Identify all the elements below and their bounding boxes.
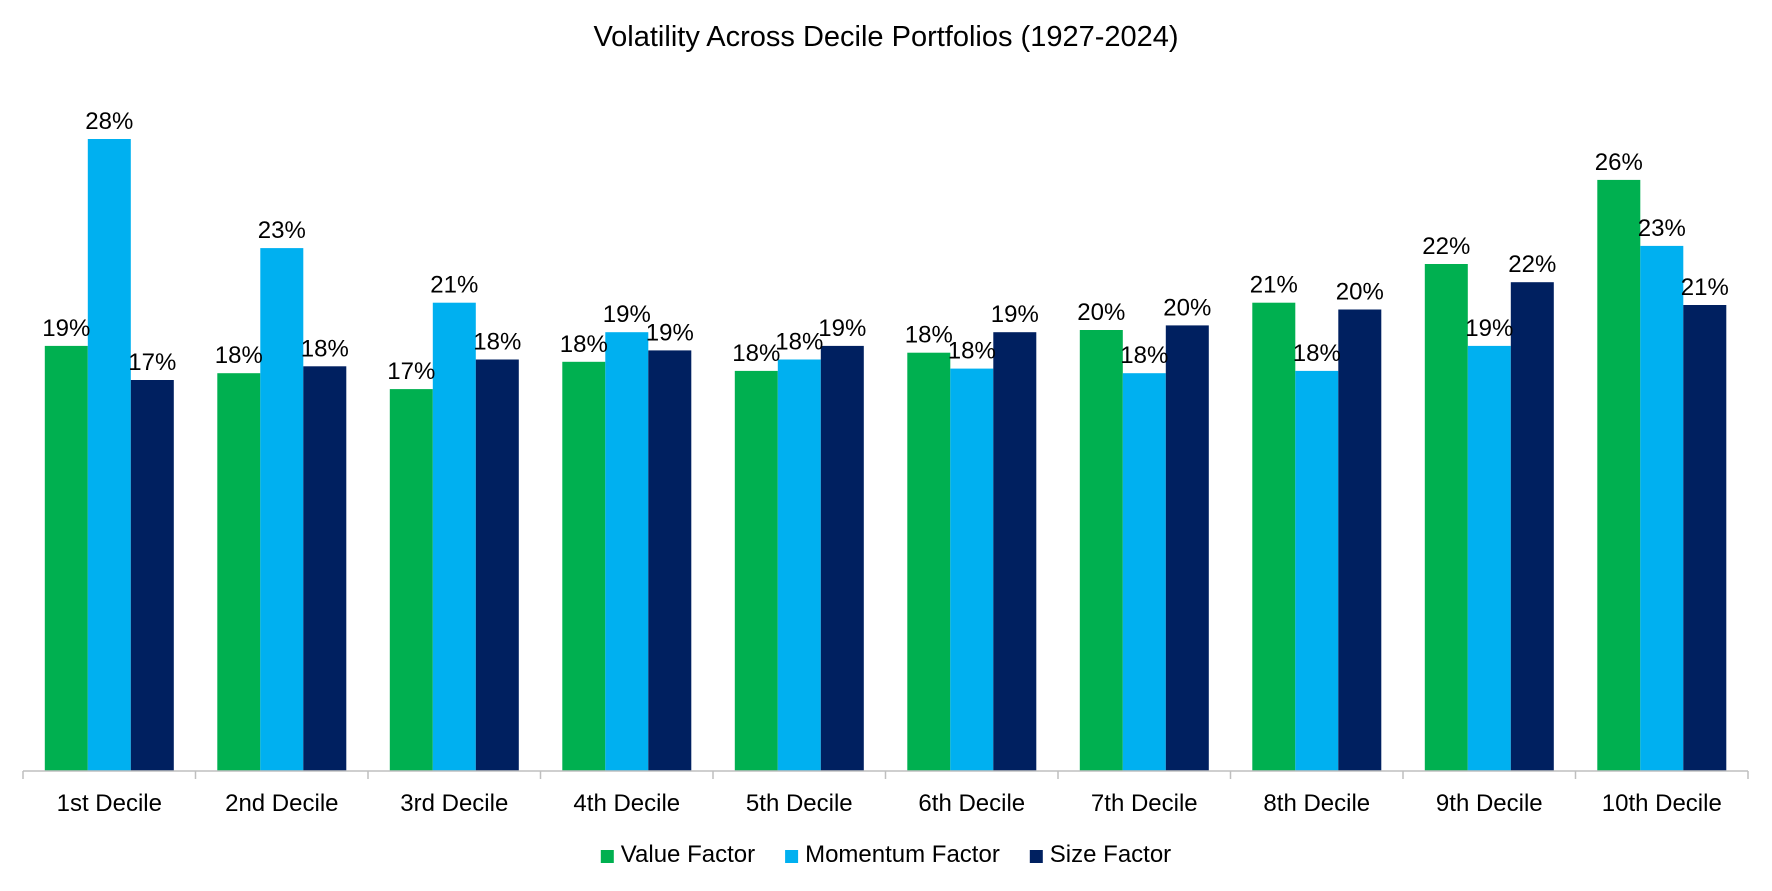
data-label-momentum-factor-8th-decile: 18% <box>1293 340 1341 367</box>
bar-momentum-factor-1st-decile <box>87 139 131 771</box>
bar-size-factor-5th-decile <box>820 345 864 771</box>
bar-size-factor-4th-decile <box>648 350 692 771</box>
legend-label-momentum-factor: Momentum Factor <box>805 841 1000 868</box>
data-label-size-factor-4th-decile: 19% <box>646 319 694 346</box>
data-label-size-factor-10th-decile: 21% <box>1681 274 1729 301</box>
bar-size-factor-8th-decile <box>1338 309 1382 771</box>
bar-value-factor-2nd-decile <box>217 373 261 771</box>
data-label-size-factor-5th-decile: 19% <box>818 315 866 342</box>
data-label-momentum-factor-2nd-decile: 23% <box>258 217 306 244</box>
bar-value-factor-8th-decile <box>1252 302 1296 771</box>
bar-size-factor-10th-decile <box>1683 305 1727 771</box>
legend-label-value-factor: Value Factor <box>621 841 755 868</box>
bar-size-factor-3rd-decile <box>475 359 519 771</box>
x-tick-label-4th-decile: 4th Decile <box>573 790 680 817</box>
data-label-size-factor-7th-decile: 20% <box>1163 294 1211 321</box>
data-label-momentum-factor-9th-decile: 19% <box>1465 315 1513 342</box>
bar-value-factor-5th-decile <box>734 370 778 771</box>
bar-size-factor-6th-decile <box>993 332 1037 771</box>
bar-value-factor-4th-decile <box>562 361 606 771</box>
data-label-value-factor-10th-decile: 26% <box>1595 149 1643 176</box>
legend-item-size-factor: Size Factor <box>1029 841 1171 868</box>
x-tick-label-9th-decile: 9th Decile <box>1436 790 1543 817</box>
bar-momentum-factor-3rd-decile <box>432 302 476 771</box>
x-tick-label-10th-decile: 10th Decile <box>1602 790 1722 817</box>
data-label-momentum-factor-1st-decile: 28% <box>85 108 133 135</box>
data-label-value-factor-2nd-decile: 18% <box>215 342 263 369</box>
legend-swatch-size-factor <box>1029 850 1043 863</box>
data-label-size-factor-8th-decile: 20% <box>1336 279 1384 306</box>
bar-momentum-factor-5th-decile <box>777 359 821 771</box>
data-label-value-factor-7th-decile: 20% <box>1077 299 1125 326</box>
x-tick-label-1st-decile: 1st Decile <box>57 790 162 817</box>
bar-momentum-factor-10th-decile <box>1640 245 1684 771</box>
x-tick-label-5th-decile: 5th Decile <box>746 790 853 817</box>
x-tick-label-7th-decile: 7th Decile <box>1091 790 1198 817</box>
chart-title: Volatility Across Decile Portfolios (192… <box>593 21 1178 53</box>
x-tick-label-6th-decile: 6th Decile <box>918 790 1025 817</box>
data-label-size-factor-3rd-decile: 18% <box>473 329 521 356</box>
bar-momentum-factor-9th-decile <box>1467 345 1511 771</box>
data-label-momentum-factor-4th-decile: 19% <box>603 301 651 328</box>
x-axis: 1st Decile 2nd Decile 3rd Decile 4th Decile… <box>22 770 1749 817</box>
bar-size-factor-1st-decile <box>130 380 174 771</box>
data-label-value-factor-5th-decile: 18% <box>732 340 780 367</box>
legend-swatch-momentum-factor <box>785 850 799 863</box>
data-label-momentum-factor-5th-decile: 18% <box>775 329 823 356</box>
bar-momentum-factor-6th-decile <box>950 368 994 771</box>
bar-size-factor-9th-decile <box>1510 282 1554 771</box>
bar-value-factor-9th-decile <box>1424 264 1468 771</box>
x-tick-label-8th-decile: 8th Decile <box>1263 790 1370 817</box>
data-label-momentum-factor-7th-decile: 18% <box>1120 342 1168 369</box>
data-label-momentum-factor-3rd-decile: 21% <box>430 272 478 299</box>
bar-value-factor-6th-decile <box>907 352 951 771</box>
data-label-value-factor-3rd-decile: 17% <box>387 358 435 385</box>
data-label-size-factor-1st-decile: 17% <box>128 349 176 376</box>
bar-momentum-factor-4th-decile <box>605 332 649 771</box>
legend-label-size-factor: Size Factor <box>1050 841 1171 868</box>
bar-value-factor-7th-decile <box>1079 330 1123 771</box>
data-label-momentum-factor-6th-decile: 18% <box>948 338 996 365</box>
data-label-value-factor-1st-decile: 19% <box>42 315 90 342</box>
x-tick-label-3rd-decile: 3rd Decile <box>400 790 508 817</box>
data-label-value-factor-6th-decile: 18% <box>905 322 953 349</box>
data-label-size-factor-2nd-decile: 18% <box>301 335 349 362</box>
data-label-size-factor-9th-decile: 22% <box>1508 251 1556 278</box>
legend: Value Factor Momentum Factor Size Factor <box>600 841 1171 868</box>
data-label-value-factor-8th-decile: 21% <box>1250 272 1298 299</box>
legend-swatch-value-factor <box>600 850 614 863</box>
bar-momentum-factor-7th-decile <box>1122 373 1166 771</box>
bar-value-factor-3rd-decile <box>389 389 433 771</box>
bar-size-factor-2nd-decile <box>303 366 347 771</box>
data-labels-layer: 19%28%17% 18%23%18%17%21%18% 18%19%19%18%1… <box>42 108 1729 385</box>
data-label-value-factor-9th-decile: 22% <box>1422 233 1470 260</box>
x-tick-label-2nd-decile: 2nd Decile <box>225 790 338 817</box>
bar-value-factor-10th-decile <box>1597 179 1641 771</box>
legend-item-value-factor: Value Factor <box>600 841 755 868</box>
bar-momentum-factor-8th-decile <box>1295 370 1339 771</box>
data-label-value-factor-4th-decile: 18% <box>560 331 608 358</box>
bar-size-factor-7th-decile <box>1165 325 1209 771</box>
bar-value-factor-1st-decile <box>44 345 88 771</box>
legend-item-momentum-factor: Momentum Factor <box>785 841 1000 868</box>
data-label-momentum-factor-10th-decile: 23% <box>1638 215 1686 242</box>
bar-momentum-factor-2nd-decile <box>260 248 304 772</box>
bars-layer <box>44 139 1727 772</box>
data-label-size-factor-6th-decile: 19% <box>991 301 1039 328</box>
